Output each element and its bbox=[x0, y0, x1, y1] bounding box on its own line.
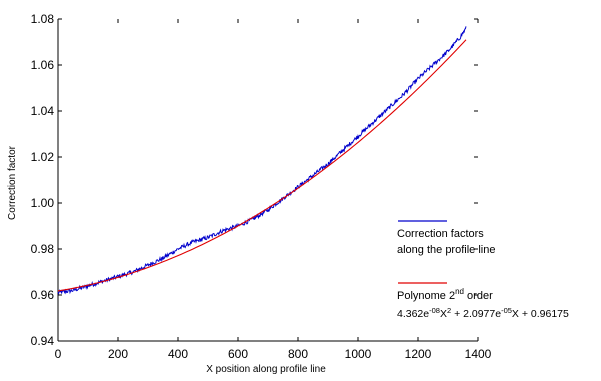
eq-part-6: X + 0.96175 bbox=[512, 308, 569, 320]
series-layer bbox=[57, 26, 467, 295]
y-tick-label: 1.08 bbox=[31, 12, 55, 26]
legend-fit-sup: nd bbox=[455, 287, 464, 296]
eq-part-0: 4.362e bbox=[397, 308, 429, 320]
legend-label-measured-line2: along the profile line bbox=[397, 244, 495, 256]
y-tick-label: 1.00 bbox=[31, 196, 55, 210]
y-tick-label: 0.94 bbox=[31, 334, 55, 348]
legend-label-measured-line1: Correction factors bbox=[397, 228, 484, 240]
eq-part-1: -08 bbox=[429, 306, 440, 315]
x-axis-title: X position along profile line bbox=[206, 364, 326, 375]
legend-fit-prefix: Polynome 2 bbox=[397, 290, 455, 302]
y-tick-label: 0.96 bbox=[31, 288, 55, 302]
legend: Correction factors along the profile lin… bbox=[397, 220, 569, 320]
legend-fit-suffix: order bbox=[464, 290, 493, 302]
eq-part-4: + 2.0977e bbox=[451, 308, 501, 320]
x-tick-label: 400 bbox=[168, 347, 188, 361]
eq-part-2: X bbox=[440, 308, 447, 320]
x-tick-label: 1400 bbox=[465, 347, 492, 361]
y-tick-label: 0.98 bbox=[31, 242, 55, 256]
y-tick-label: 1.06 bbox=[31, 58, 55, 72]
x-tick-label: 600 bbox=[228, 347, 248, 361]
x-tick-label: 800 bbox=[288, 347, 308, 361]
x-tick-label: 200 bbox=[108, 347, 128, 361]
y-tick-label: 1.02 bbox=[31, 150, 55, 164]
y-tick-label: 1.04 bbox=[31, 104, 55, 118]
x-axis-ticks: 0 200 400 600 800 1000 1200 1400 bbox=[55, 19, 492, 361]
x-tick-label: 1200 bbox=[405, 347, 432, 361]
y-axis-title: Correction factor bbox=[7, 145, 18, 220]
series-line-fit bbox=[57, 39, 467, 292]
eq-part-3: 2 bbox=[447, 306, 451, 315]
eq-part-5: -05 bbox=[501, 306, 512, 315]
fit-equation: 4.362e-08X2 + 2.0977e-05X + 0.96175 bbox=[397, 306, 569, 320]
x-tick-label: 0 bbox=[55, 347, 62, 361]
y-axis-ticks: 0.94 0.96 0.98 1.00 1.02 1.04 1.06 1.08 bbox=[31, 12, 478, 348]
legend-label-fit: Polynome 2nd order bbox=[397, 287, 493, 302]
x-tick-label: 1000 bbox=[345, 347, 372, 361]
plot-frame bbox=[57, 19, 478, 342]
